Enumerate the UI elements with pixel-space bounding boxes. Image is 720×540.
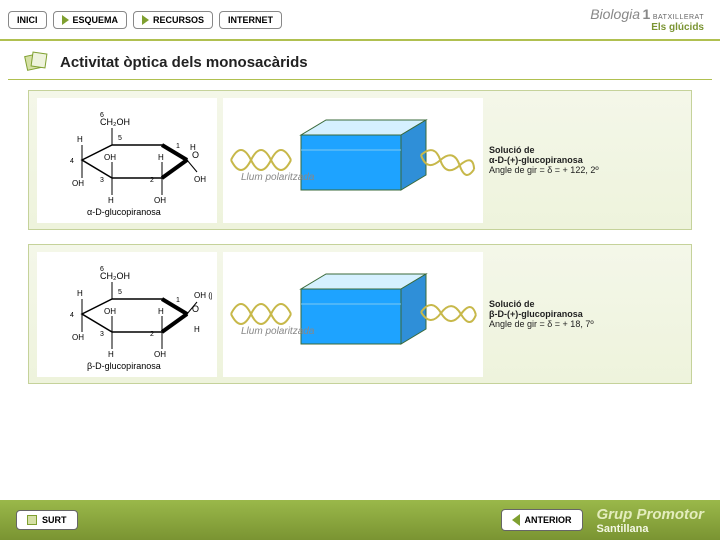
svg-text:3: 3: [100, 177, 104, 184]
surt-button[interactable]: SURT: [16, 510, 78, 530]
panel-alpha: O CH₂OH6 H OH4 H OH3 OH H2 OH H1 5 α-D-g…: [28, 90, 692, 230]
internet-button[interactable]: INTERNET: [219, 11, 282, 29]
svg-text:α-D-glucopiranosa: α-D-glucopiranosa: [87, 207, 161, 217]
title-bar: Activitat òptica dels monosacàrids: [8, 41, 712, 80]
top-nav: INICI ESQUEMA RECURSOS INTERNET Biologia…: [0, 0, 720, 41]
tank-beta: Llum polaritzada: [223, 252, 483, 377]
page-title: Activitat òptica dels monosacàrids: [60, 54, 308, 71]
svg-text:OH: OH: [194, 175, 206, 184]
svg-text:OH (β): OH (β): [194, 291, 212, 300]
svg-text:3: 3: [100, 331, 104, 338]
nav-label: RECURSOS: [153, 15, 204, 25]
svg-text:OH: OH: [72, 333, 84, 342]
brand-biologia: Biologia: [590, 6, 640, 22]
back-icon: [512, 514, 520, 526]
svg-text:Llum polaritzada: Llum polaritzada: [241, 326, 315, 337]
caption-line3: Angle de gir = δ = + 122, 2º: [489, 165, 669, 175]
svg-text:CH₂OH: CH₂OH: [100, 117, 130, 127]
svg-text:1: 1: [176, 297, 180, 304]
svg-text:6: 6: [100, 112, 104, 119]
anterior-label: ANTERIOR: [525, 515, 572, 525]
svg-text:O: O: [192, 304, 199, 314]
caption-alpha: Solució de α-D-(+)-glucopiranosa Angle d…: [489, 145, 669, 175]
svg-text:2: 2: [150, 331, 154, 338]
svg-text:1: 1: [176, 143, 180, 150]
svg-text:H: H: [194, 325, 200, 334]
molecule-beta: O CH₂OH6 H OH 4 H OH 3 OH H 2 OH (β) H 1 5 β…: [37, 252, 217, 377]
svg-text:6: 6: [100, 266, 104, 273]
play-icon: [142, 15, 149, 25]
svg-text:OH: OH: [72, 179, 84, 188]
grup-promotor: Grup Promotor: [597, 506, 705, 523]
play-icon: [62, 15, 69, 25]
caption-line1: Solució de: [489, 145, 535, 155]
svg-text:5: 5: [118, 135, 122, 142]
tank-alpha: Llum polaritzada: [223, 98, 483, 223]
page-icon: [24, 49, 50, 75]
recursos-button[interactable]: RECURSOS: [133, 11, 213, 29]
surt-label: SURT: [42, 515, 67, 525]
brand-subtitle: Els glúcids: [590, 22, 704, 33]
svg-text:Llum polaritzada: Llum polaritzada: [241, 172, 315, 183]
svg-text:OH: OH: [104, 307, 116, 316]
nav-label: INTERNET: [228, 15, 273, 25]
caption-line2: β-D-(+)-glucopiranosa: [489, 309, 583, 319]
anterior-button[interactable]: ANTERIOR: [501, 509, 583, 531]
publisher-block: Grup Promotor Santillana: [597, 506, 705, 535]
svg-text:H: H: [158, 153, 164, 162]
santillana: Santillana: [597, 523, 705, 535]
svg-text:OH: OH: [154, 350, 166, 359]
svg-text:H: H: [77, 289, 83, 298]
svg-text:CH₂OH: CH₂OH: [100, 271, 130, 281]
svg-text:H: H: [108, 350, 114, 359]
nav-label: ESQUEMA: [73, 15, 119, 25]
content-area: O CH₂OH6 H OH4 H OH3 OH H2 OH H1 5 α-D-g…: [0, 80, 720, 384]
svg-text:4: 4: [70, 158, 74, 165]
svg-text:2: 2: [150, 177, 154, 184]
molecule-alpha: O CH₂OH6 H OH4 H OH3 OH H2 OH H1 5 α-D-g…: [37, 98, 217, 223]
stop-icon: [27, 515, 37, 525]
caption-line1: Solució de: [489, 299, 535, 309]
brand-level: BATXILLERAT: [653, 14, 704, 21]
svg-text:OH: OH: [154, 196, 166, 205]
svg-text:4: 4: [70, 312, 74, 319]
footer-bar: SURT ANTERIOR Grup Promotor Santillana: [0, 500, 720, 540]
svg-text:H: H: [190, 143, 196, 152]
panel-beta: O CH₂OH6 H OH 4 H OH 3 OH H 2 OH (β) H 1 5 β…: [28, 244, 692, 384]
svg-text:β-D-glucopiranosa: β-D-glucopiranosa: [87, 361, 161, 371]
svg-text:5: 5: [118, 289, 122, 296]
svg-text:H: H: [108, 196, 114, 205]
svg-text:OH: OH: [104, 153, 116, 162]
brand-block: Biologia 1 BATXILLERAT Els glúcids: [590, 6, 712, 33]
nav-label: INICI: [17, 15, 38, 25]
svg-text:H: H: [158, 307, 164, 316]
brand-num: 1: [643, 6, 651, 22]
esquema-button[interactable]: ESQUEMA: [53, 11, 128, 29]
svg-text:H: H: [77, 135, 83, 144]
caption-line3: Angle de gir = δ = + 18, 7º: [489, 319, 669, 329]
caption-beta: Solució de β-D-(+)-glucopiranosa Angle d…: [489, 299, 669, 329]
inici-button[interactable]: INICI: [8, 11, 47, 29]
caption-line2: α-D-(+)-glucopiranosa: [489, 155, 583, 165]
